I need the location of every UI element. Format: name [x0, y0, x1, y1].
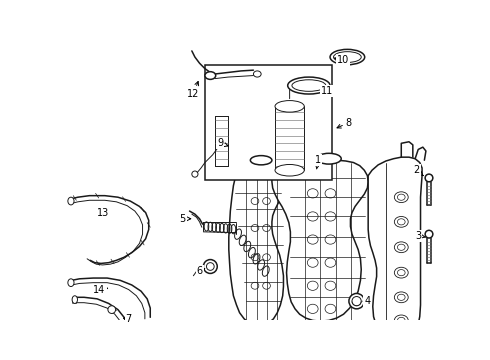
Text: 5: 5: [179, 214, 191, 224]
Ellipse shape: [203, 260, 217, 274]
Polygon shape: [174, 341, 219, 360]
Text: 3: 3: [415, 231, 425, 241]
Text: 13: 13: [97, 208, 109, 217]
Text: 7: 7: [123, 314, 132, 324]
Text: 11: 11: [321, 86, 334, 96]
Ellipse shape: [108, 306, 116, 314]
Ellipse shape: [275, 165, 304, 176]
Text: 1: 1: [315, 155, 321, 169]
Ellipse shape: [205, 72, 216, 80]
Ellipse shape: [72, 296, 77, 303]
Ellipse shape: [288, 77, 330, 94]
Ellipse shape: [425, 230, 433, 238]
Polygon shape: [368, 157, 422, 334]
Ellipse shape: [68, 279, 74, 287]
Ellipse shape: [330, 49, 365, 65]
Text: 14: 14: [93, 285, 108, 294]
Polygon shape: [229, 162, 291, 326]
Bar: [205, 65, 332, 180]
Text: 6: 6: [196, 266, 205, 276]
Ellipse shape: [253, 71, 261, 77]
Text: 15: 15: [0, 359, 1, 360]
Ellipse shape: [68, 197, 74, 205]
Ellipse shape: [275, 100, 304, 112]
Ellipse shape: [317, 153, 341, 164]
Text: 10: 10: [335, 55, 349, 65]
Ellipse shape: [349, 293, 365, 309]
Text: 4: 4: [363, 296, 370, 306]
Text: 8: 8: [337, 117, 352, 128]
Polygon shape: [272, 160, 368, 321]
Text: 12: 12: [187, 81, 199, 99]
Ellipse shape: [425, 174, 433, 182]
Text: 2: 2: [414, 165, 423, 176]
Ellipse shape: [250, 156, 272, 165]
Text: 9: 9: [217, 138, 228, 148]
